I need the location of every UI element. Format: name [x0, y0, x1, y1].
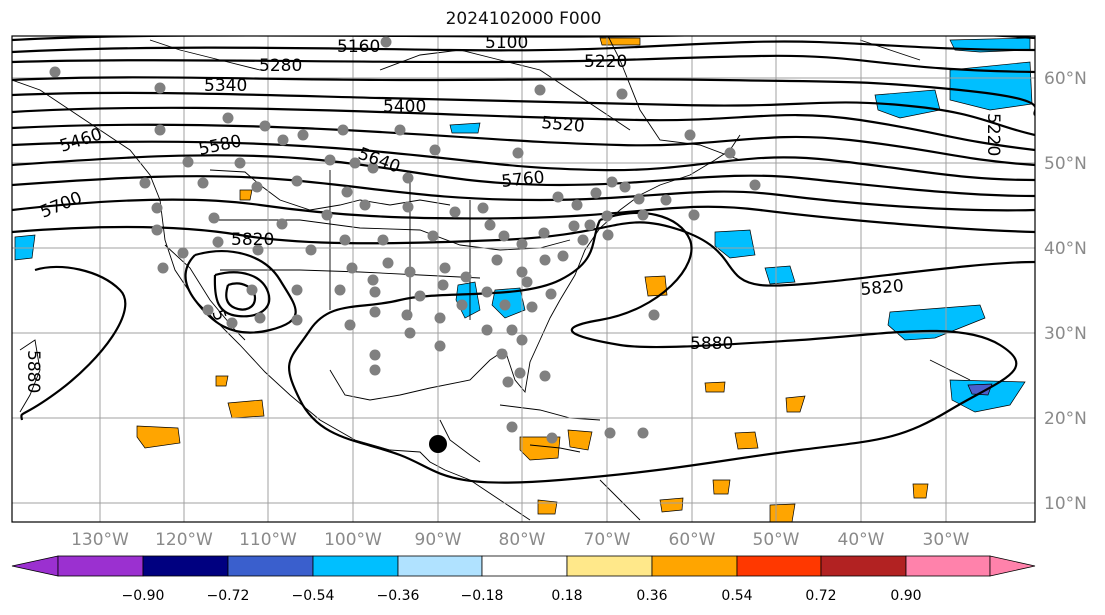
- colorbar-tick-label: −0.90: [122, 588, 165, 604]
- contour-label: 5700: [37, 188, 85, 223]
- colorbar-segment: [820, 555, 907, 577]
- contour-label: 5280: [259, 56, 302, 76]
- colorbar: [11, 555, 1036, 577]
- colorbar-segment: [142, 555, 229, 577]
- colorbar-tick-label: −0.18: [461, 588, 504, 604]
- contour-label: 5220: [983, 113, 1003, 156]
- lat-label: 60°N: [1044, 69, 1087, 89]
- contour-label: 5880: [690, 334, 733, 354]
- lat-label: 40°N: [1044, 239, 1087, 259]
- colorbar-segment: [11, 555, 59, 577]
- contour-labels: 5160 5100 5220 5280 5340 5400 5460 5520 …: [23, 33, 1003, 393]
- lon-label: 100°W: [324, 530, 382, 550]
- lat-label: 30°N: [1044, 324, 1087, 344]
- colorbar-segment: [57, 555, 144, 577]
- colorbar-segment: [481, 555, 568, 577]
- colorbar-tick-label: 0.72: [805, 588, 836, 604]
- contour-label: 5100: [485, 33, 528, 53]
- map-title: 2024102000 F000: [445, 9, 602, 29]
- lon-label: 60°W: [669, 530, 716, 550]
- contour-label: 5820: [231, 230, 274, 250]
- colorbar-segment: [397, 555, 483, 577]
- colorbar-tick-label: −0.54: [292, 588, 335, 604]
- contour-label: 5160: [337, 37, 380, 57]
- colorbar-segment: [905, 555, 991, 577]
- marker-black-dot: [429, 435, 447, 453]
- lon-label: 110°W: [239, 530, 297, 550]
- lon-label: 50°W: [753, 530, 800, 550]
- colorbar-segment: [651, 555, 738, 577]
- colorbar-segment: [736, 555, 822, 577]
- map-frame: [11, 35, 1036, 523]
- lon-label: 70°W: [584, 530, 631, 550]
- station-markers: [49, 36, 761, 444]
- colorbar-segment: [989, 555, 1036, 577]
- lon-label: 80°W: [499, 530, 546, 550]
- contour-label: 5880: [23, 350, 43, 393]
- lat-label: 20°N: [1044, 409, 1087, 429]
- latitude-labels: 60°N 50°N 40°N 30°N 20°N 10°N: [1044, 69, 1087, 514]
- colorbar-tick-label: −0.72: [207, 588, 250, 604]
- lat-label: 10°N: [1044, 494, 1087, 514]
- anomaly-shading: [14, 37, 1033, 522]
- lon-label: 120°W: [155, 530, 213, 550]
- colorbar-tick-label: 0.36: [636, 588, 667, 604]
- longitude-labels: 130°W 120°W 110°W 100°W 90°W 80°W 70°W 6…: [71, 530, 970, 550]
- lon-label: 30°W: [923, 530, 970, 550]
- lon-label: 40°W: [838, 530, 885, 550]
- lat-label: 50°N: [1044, 154, 1087, 174]
- colorbar-segment: [566, 555, 653, 577]
- colorbar-tick-label: −0.36: [377, 588, 420, 604]
- lon-label: 130°W: [71, 530, 129, 550]
- colorbar-segment: [227, 555, 314, 577]
- contour-label: 5400: [383, 97, 426, 117]
- colorbar-labels: −0.90 −0.72 −0.54 −0.36 −0.18 0.18 0.36 …: [122, 588, 922, 604]
- contour-label: 5760: [500, 168, 545, 192]
- contour-label: 5640: [355, 144, 402, 178]
- colorbar-segment: [312, 555, 399, 577]
- contour-label: 5820: [860, 276, 905, 300]
- contour-label: 5340: [204, 76, 247, 96]
- lon-label: 90°W: [415, 530, 462, 550]
- contour-label: 5520: [541, 113, 586, 137]
- colorbar-tick-label: 0.54: [721, 588, 752, 604]
- contour-label: 5460: [57, 124, 104, 156]
- contour-label: 5220: [584, 52, 627, 72]
- colorbar-tick-label: 0.90: [890, 588, 921, 604]
- colorbar-tick-label: 0.18: [551, 588, 582, 604]
